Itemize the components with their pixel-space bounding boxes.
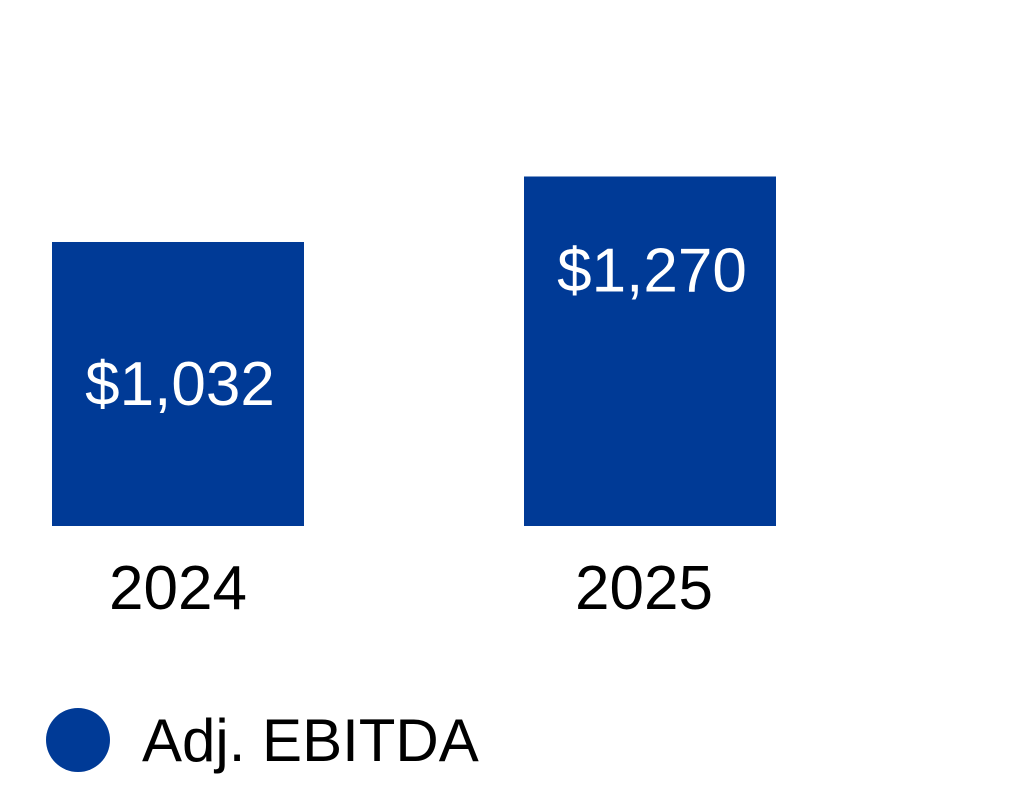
legend-swatch-icon [46, 708, 110, 772]
bar-value-label-2025: $1,270 [557, 236, 747, 305]
bar-labels-group: $1,032 $1,270 [85, 236, 747, 418]
bar-value-label-2024: $1,032 [85, 350, 275, 419]
bar-2024 [52, 241, 304, 527]
bars-group [52, 176, 776, 527]
bar-2025 [524, 176, 776, 526]
category-label-2025: 2025 [575, 554, 713, 623]
category-labels-group: 2024 2025 [109, 554, 713, 623]
legend: Adj. EBITDA [46, 707, 479, 774]
category-label-2024: 2024 [109, 554, 247, 623]
legend-label: Adj. EBITDA [142, 707, 479, 774]
